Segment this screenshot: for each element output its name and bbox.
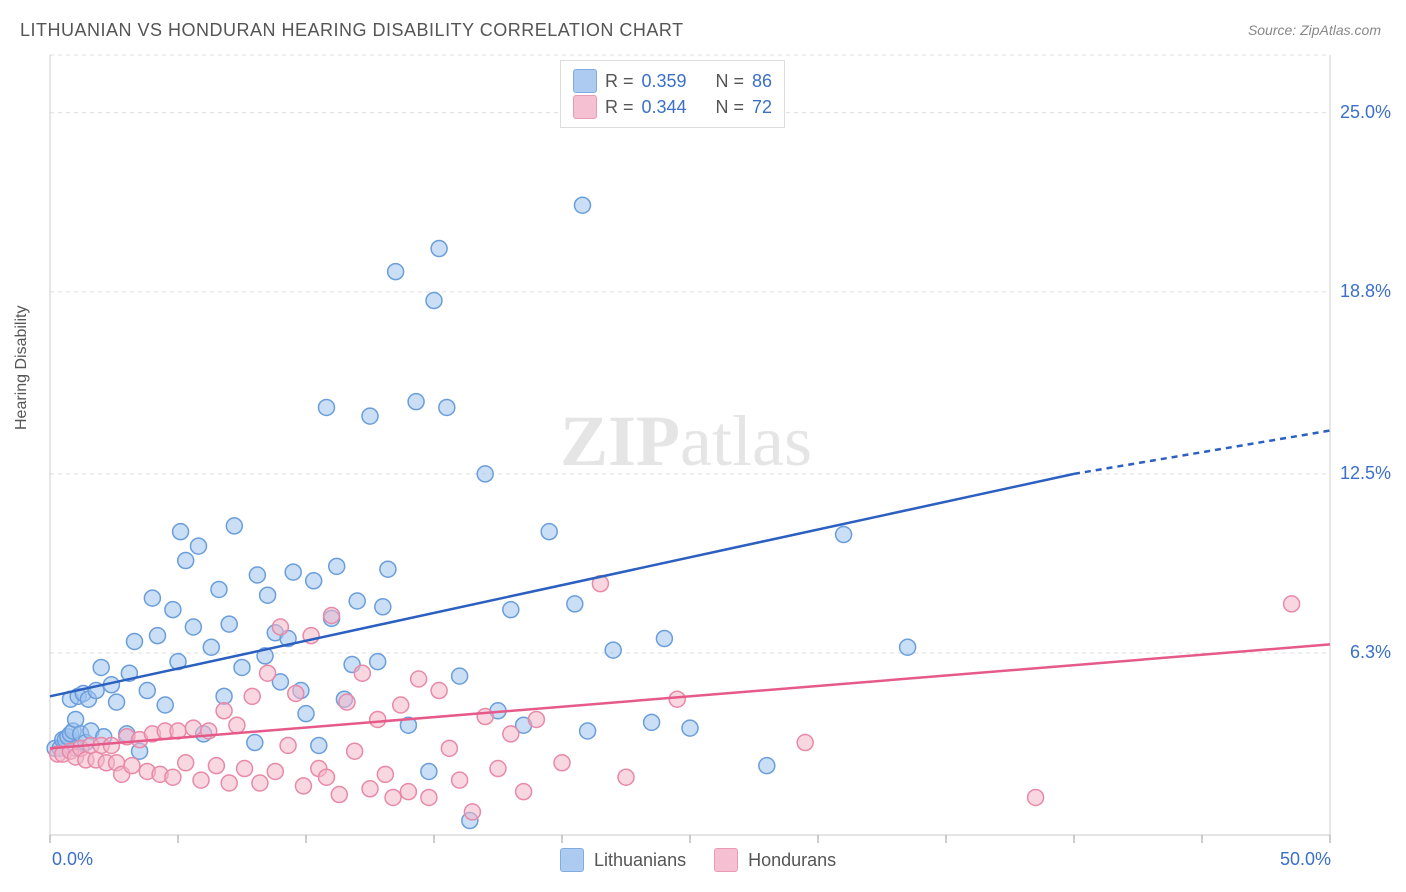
legend-series-label: Hondurans <box>748 850 836 871</box>
y-tick-label: 12.5% <box>1340 463 1391 484</box>
legend-swatch <box>560 848 584 872</box>
legend-swatch <box>573 69 597 93</box>
y-tick-label: 6.3% <box>1350 642 1391 663</box>
legend-bottom: Lithuanians Hondurans <box>560 848 854 872</box>
legend-stats-row: R =0.344N =72 <box>573 95 772 119</box>
legend-series-label: Lithuanians <box>594 850 686 871</box>
legend-swatch <box>714 848 738 872</box>
legend-swatch <box>573 95 597 119</box>
y-tick-label: 18.8% <box>1340 281 1391 302</box>
x-tick-label: 50.0% <box>1280 849 1331 870</box>
legend-stats-row: R =0.359N =86 <box>573 69 772 93</box>
y-tick-label: 25.0% <box>1340 102 1391 123</box>
legend-stats-box: R =0.359N =86R =0.344N =72 <box>560 60 785 128</box>
x-tick-label: 0.0% <box>52 849 93 870</box>
scatter-chart <box>0 0 1406 892</box>
